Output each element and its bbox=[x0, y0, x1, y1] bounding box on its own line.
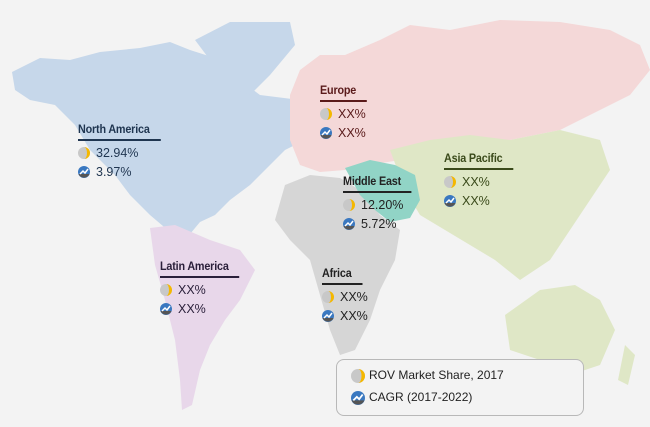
region-north-america: North America 32.94% 3.97% bbox=[78, 122, 170, 179]
growth-chart-icon bbox=[320, 127, 332, 139]
region-title: Asia Pacific bbox=[444, 151, 514, 170]
pie-icon bbox=[322, 291, 334, 303]
pie-icon bbox=[320, 108, 332, 120]
legend-cagr: CAGR (2017-2022) bbox=[351, 390, 583, 405]
cagr-row: XX% bbox=[320, 126, 372, 140]
region-latin-america: Latin America XX% XX% bbox=[160, 259, 248, 316]
region-middle-east: Middle East 12.20% 5.72% bbox=[343, 174, 419, 231]
share-row: XX% bbox=[444, 175, 521, 189]
growth-chart-icon bbox=[78, 166, 90, 178]
region-title: Europe bbox=[320, 83, 367, 102]
growth-chart-icon bbox=[444, 195, 456, 207]
cagr-value: XX% bbox=[340, 309, 368, 323]
cagr-value: 5.72% bbox=[361, 217, 397, 231]
legend-share-label: ROV Market Share, 2017 bbox=[369, 368, 504, 382]
pie-icon bbox=[343, 199, 355, 211]
legend: ROV Market Share, 2017 CAGR (2017-2022) bbox=[336, 359, 584, 416]
share-value: XX% bbox=[178, 283, 206, 297]
legend-cagr-label: CAGR (2017-2022) bbox=[369, 390, 473, 404]
cagr-row: 5.72% bbox=[343, 217, 419, 231]
map-greenland bbox=[195, 22, 295, 95]
map-asia bbox=[390, 130, 610, 280]
share-row: 12.20% bbox=[343, 198, 419, 212]
share-row: XX% bbox=[322, 290, 368, 304]
share-value: XX% bbox=[462, 175, 490, 189]
region-title: North America bbox=[78, 122, 161, 141]
map-latin-america bbox=[150, 225, 255, 410]
share-value: XX% bbox=[338, 107, 366, 121]
region-title: Africa bbox=[322, 266, 363, 285]
cagr-row: XX% bbox=[444, 194, 521, 208]
cagr-value: XX% bbox=[338, 126, 366, 140]
region-title: Middle East bbox=[343, 174, 412, 193]
cagr-row: 3.97% bbox=[78, 165, 170, 179]
share-value: 12.20% bbox=[361, 198, 404, 212]
share-row: XX% bbox=[160, 283, 248, 297]
pie-icon bbox=[160, 284, 172, 296]
pie-icon bbox=[351, 369, 365, 383]
cagr-row: XX% bbox=[160, 302, 248, 316]
region-africa: Africa XX% XX% bbox=[322, 266, 368, 323]
legend-share: ROV Market Share, 2017 bbox=[351, 368, 583, 383]
cagr-value: XX% bbox=[462, 194, 490, 208]
growth-chart-icon bbox=[351, 391, 365, 405]
pie-icon bbox=[444, 176, 456, 188]
cagr-value: XX% bbox=[178, 302, 206, 316]
share-value: XX% bbox=[340, 290, 368, 304]
region-europe: Europe XX% XX% bbox=[320, 83, 372, 140]
share-value: 32.94% bbox=[96, 146, 139, 160]
share-row: 32.94% bbox=[78, 146, 170, 160]
region-title: Latin America bbox=[160, 259, 240, 278]
map-new-zealand bbox=[618, 345, 635, 385]
growth-chart-icon bbox=[160, 303, 172, 315]
pie-icon bbox=[78, 147, 90, 159]
share-row: XX% bbox=[320, 107, 372, 121]
region-asia-pacific: Asia Pacific XX% XX% bbox=[444, 151, 521, 208]
map-australia bbox=[505, 285, 615, 375]
cagr-value: 3.97% bbox=[96, 165, 132, 179]
growth-chart-icon bbox=[343, 218, 355, 230]
map-europe bbox=[290, 20, 650, 172]
cagr-row: XX% bbox=[322, 309, 368, 323]
map-africa bbox=[275, 175, 400, 355]
growth-chart-icon bbox=[322, 310, 334, 322]
